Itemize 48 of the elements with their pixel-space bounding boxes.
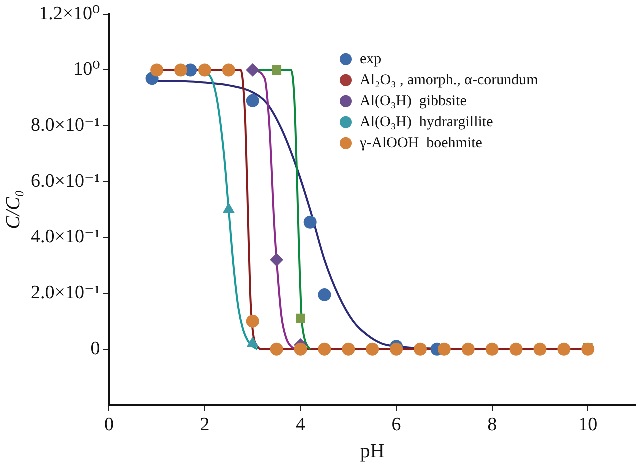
point [270, 254, 284, 267]
point [366, 342, 380, 356]
y-tick-label: 1.2×10⁰ [39, 3, 101, 24]
legend-label: Al(O₃H) gibbsite [360, 93, 468, 110]
point [272, 65, 282, 75]
point [246, 64, 260, 77]
point [174, 64, 188, 77]
point [414, 342, 427, 356]
x-tick-label: 2 [200, 414, 210, 436]
y-tick-label: 0 [90, 338, 100, 360]
point [198, 64, 212, 77]
point [247, 337, 259, 348]
legend-label: exp [360, 51, 382, 68]
point [223, 203, 235, 214]
point [304, 216, 317, 229]
x-axis-title: pH [360, 440, 385, 462]
legend-label: γ-AlOOH boehmite [359, 135, 483, 152]
x-tick-label: 6 [392, 414, 402, 436]
x-tick-label: 0 [104, 414, 114, 436]
point [462, 342, 475, 356]
point [246, 94, 260, 108]
y-tick-label: 4.0×10⁻¹ [30, 226, 100, 248]
point [270, 342, 284, 356]
legend-label: Al₂O₃ , amorph., α-corundum [360, 72, 539, 88]
x-tick-label: 8 [488, 414, 498, 436]
legend-label: Al(O₃H) hydrargillite [360, 114, 494, 130]
y-tick-label: 2.0×10⁻¹ [30, 282, 100, 304]
point [294, 342, 308, 356]
point [534, 342, 547, 356]
point [438, 342, 451, 356]
y-tick-label: 10⁰ [74, 59, 101, 80]
y-axis-title: C/C₀ [2, 190, 24, 230]
point [246, 314, 260, 328]
point [222, 64, 236, 77]
point [342, 342, 356, 356]
point [582, 342, 595, 356]
point [296, 314, 306, 324]
point [150, 64, 164, 77]
point [318, 342, 332, 356]
point [390, 342, 404, 356]
x-tick-label: 10 [578, 414, 598, 436]
y-tick-label: 8.0×10⁻¹ [30, 115, 100, 136]
x-tick-label: 4 [296, 414, 306, 436]
y-tick-label: 6.0×10⁻¹ [30, 170, 100, 192]
point [510, 342, 523, 356]
point [318, 288, 332, 302]
point [558, 342, 571, 356]
point [486, 342, 499, 356]
